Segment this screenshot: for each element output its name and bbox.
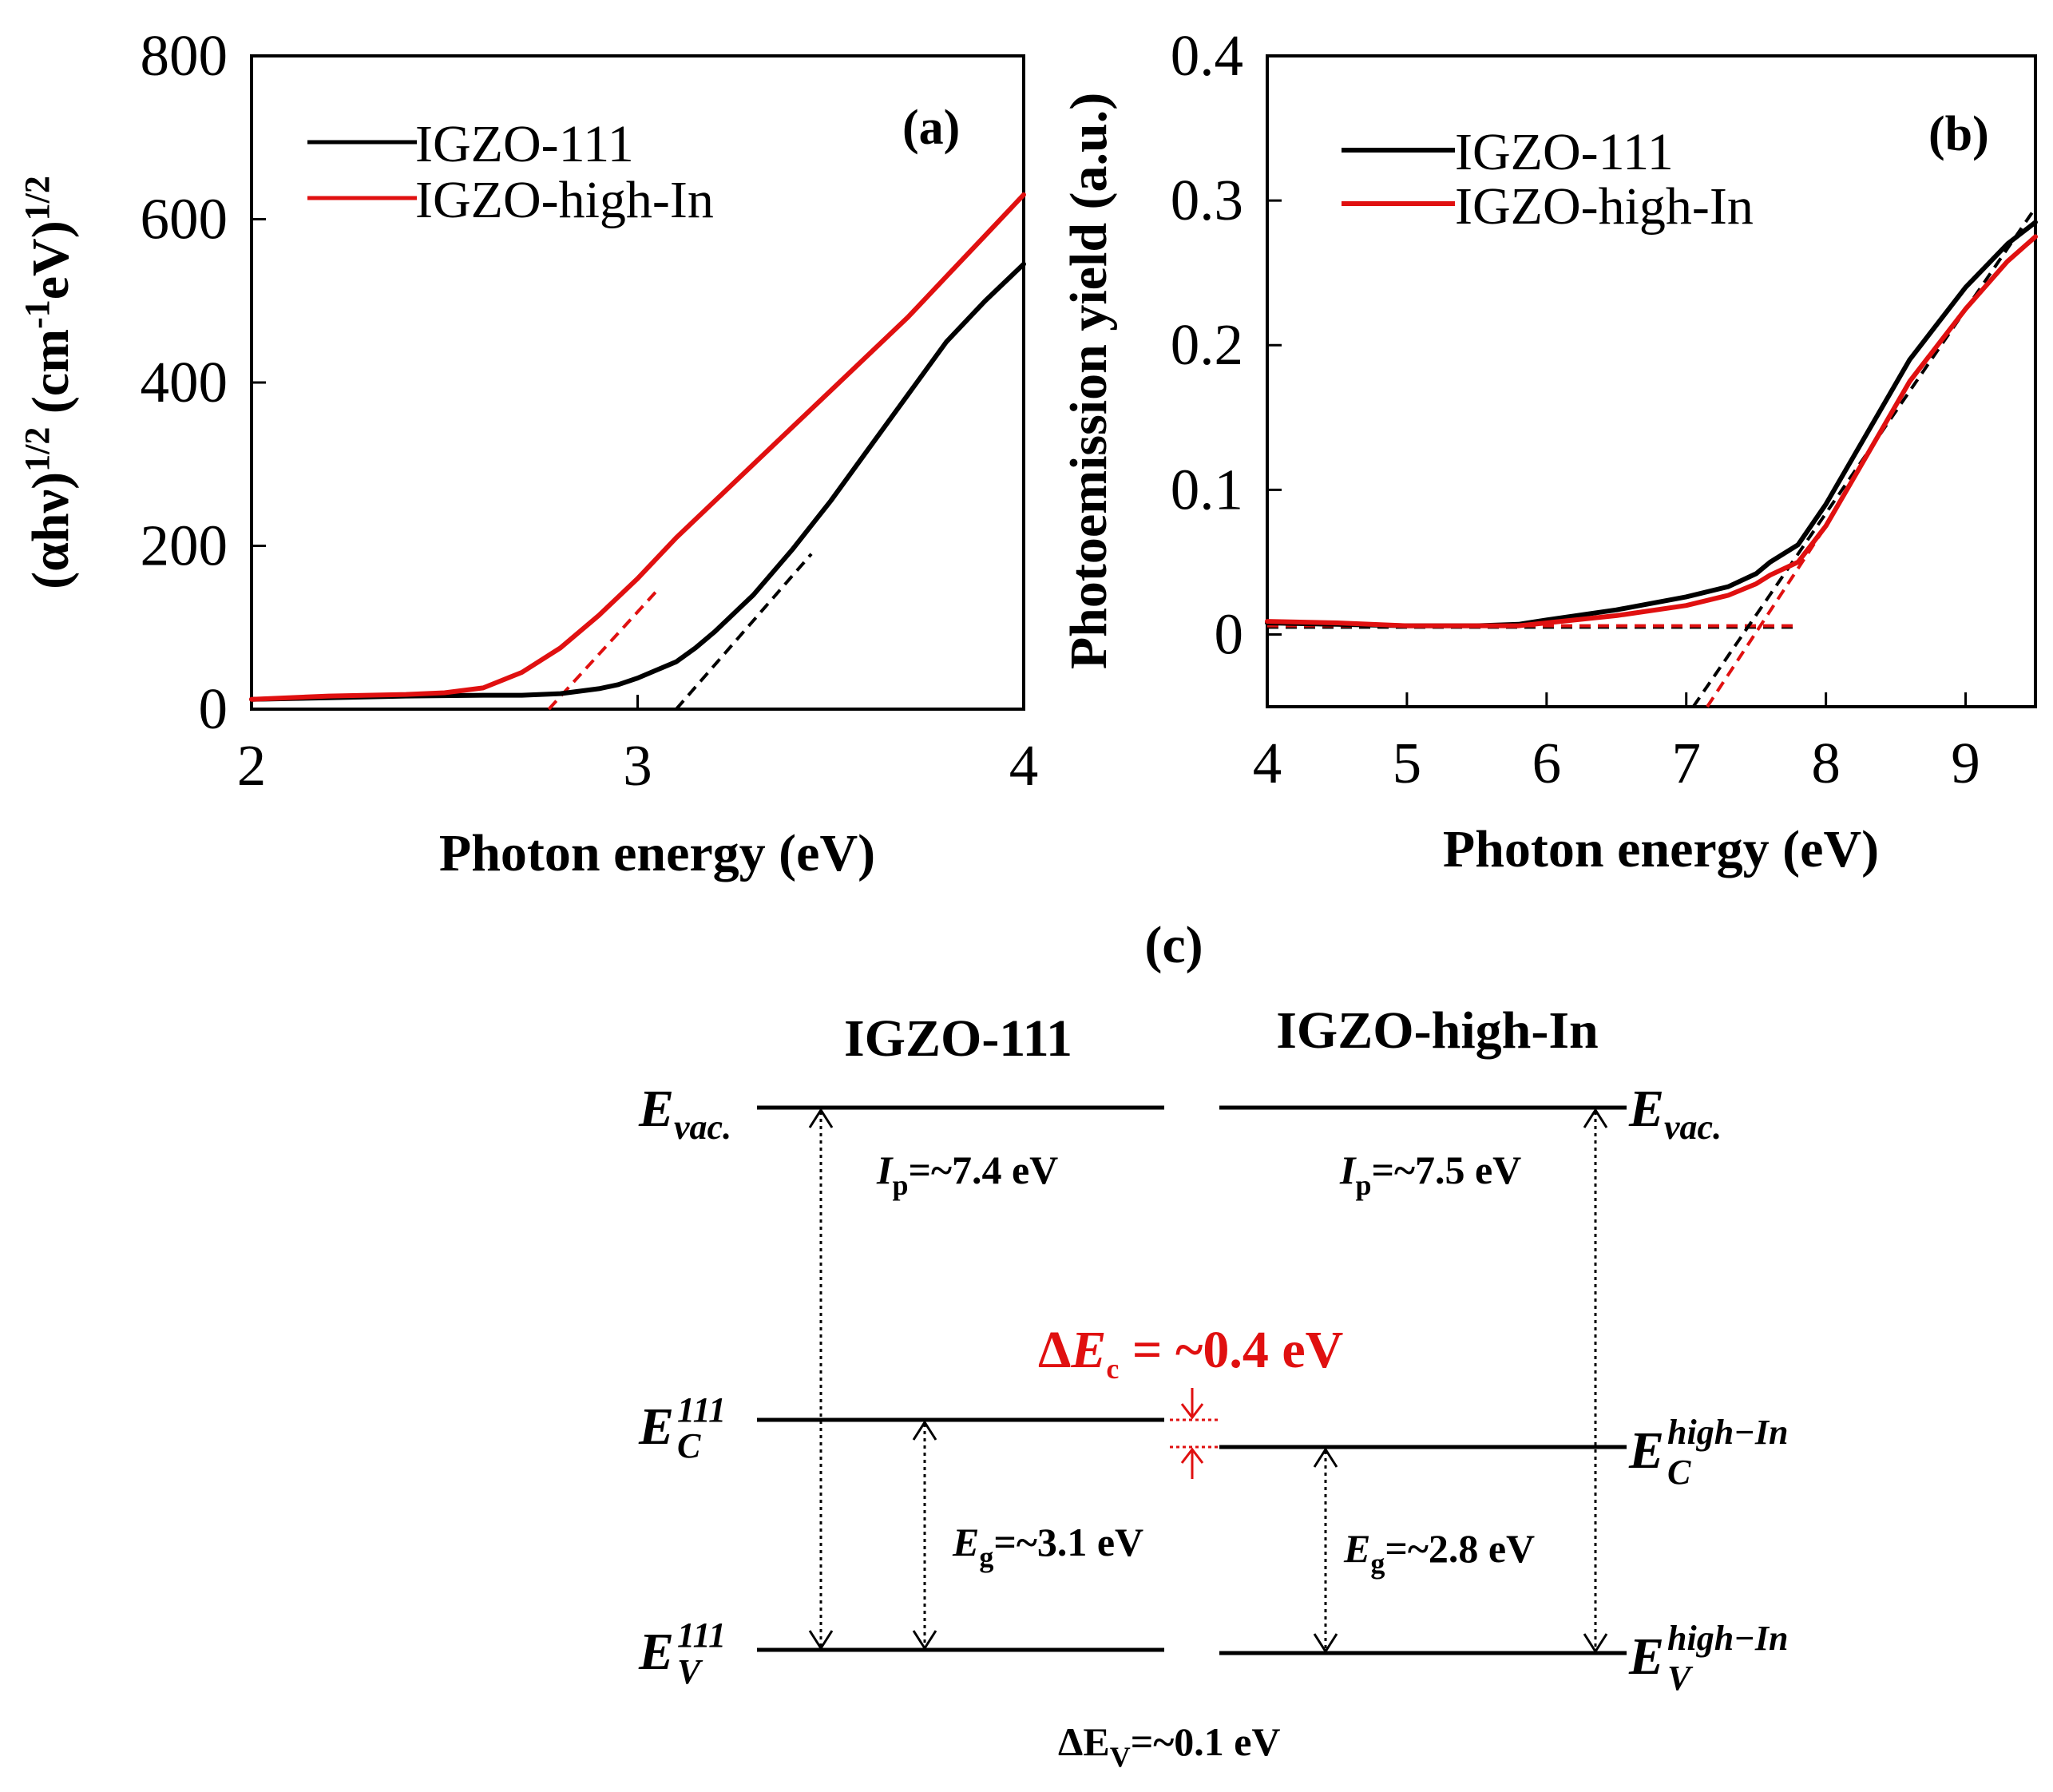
evac-left-label: Evac.	[638, 1080, 731, 1147]
chart-a-ylabel: (αhν)1/2 (cm-1eV)1/2	[18, 176, 80, 589]
chart-b-xtick-label: 6	[1532, 731, 1562, 795]
eg-left-text: Eg=~3.1 eV	[952, 1520, 1143, 1573]
chart-b-xtick-label: 9	[1951, 731, 1980, 795]
chart-a-series-igzo111	[249, 261, 1026, 702]
ec-left-label: E	[638, 1398, 674, 1456]
chart-b-ytick-label: 0.3	[1171, 168, 1243, 232]
ev-left-label: E	[638, 1623, 674, 1681]
diagram-panel-label: (c)	[1144, 916, 1203, 974]
chart-a-ytick-label: 400	[141, 350, 228, 414]
ev-right-sub: V	[1667, 1659, 1694, 1698]
delta-ec-text: ΔEc = ~0.4 eV	[1038, 1321, 1343, 1385]
chart-a-ytick-label: 600	[141, 187, 228, 252]
chart-a-series	[249, 192, 1026, 702]
delta-ev-text: ΔEV=~0.1 eV	[1058, 1719, 1281, 1773]
chart-b-xtick-label: 8	[1811, 731, 1841, 795]
chart-b-series-high-in	[1265, 234, 2038, 628]
eg-right-text: Eg=~2.8 eV	[1343, 1526, 1535, 1580]
ec-left-sub: C	[677, 1426, 701, 1465]
chart-a-ytick-label: 200	[141, 513, 228, 578]
chart-a-ticks: 2 3 4 0 200 400 600 800	[141, 23, 1039, 798]
chart-b-ylabel: Photoemission yield (a.u.)	[1060, 93, 1118, 669]
chart-b-fit-lines	[1267, 207, 2037, 708]
chart-b-xlabel: Photon energy (eV)	[1443, 820, 1879, 878]
ev-left-sup: 111	[677, 1616, 726, 1655]
chart-b-ytick-label: 0	[1215, 601, 1244, 666]
delta-ec-marker	[1170, 1388, 1218, 1479]
chart-b-series	[1265, 220, 2038, 628]
chart-b-ticks: 4 5 6 7 8 9 0 0.1 0.2 0.3 0.4	[1171, 23, 1980, 795]
ip-right-text: Ip=~7.5 eV	[1339, 1148, 1521, 1201]
chart-a-xlabel: Photon energy (eV)	[439, 824, 875, 882]
eg-left-arrow	[912, 1420, 937, 1651]
chart-b-fit-line	[1706, 525, 1828, 708]
chart-b-xtick-label: 7	[1671, 731, 1701, 795]
chart-a-fit-line	[547, 589, 659, 711]
chart-b-frame	[1266, 54, 2037, 708]
evac-right-label: Evac.	[1628, 1080, 1722, 1147]
chart-b-xtick-label: 5	[1393, 731, 1422, 795]
chart-a: 2 3 4 0 200 400 600 800 (a) IGZO-111 IGZO-high-…	[18, 23, 1038, 882]
chart-a-xtick-label: 4	[1009, 733, 1039, 798]
chart-a-xtick-label: 2	[237, 733, 267, 798]
chart-a-ytick-label: 800	[141, 23, 228, 88]
chart-a-xtick-label: 3	[623, 733, 652, 798]
chart-b-series-igzo111	[1265, 220, 2038, 628]
chart-a-fit-line	[675, 553, 813, 711]
eg-right-arrow	[1313, 1447, 1338, 1654]
chart-b-panel-label: (b)	[1928, 107, 1989, 161]
chart-a-series-high-in	[249, 192, 1026, 702]
chart-b-xtick-label: 4	[1253, 731, 1282, 795]
chart-b-legend-igzo111: IGZO-111	[1455, 123, 1674, 181]
ip-left-arrow	[808, 1108, 834, 1651]
band-diagram: (c) IGZO-111 IGZO-high-In	[638, 916, 1788, 1773]
chart-b-ytick-label: 0.1	[1171, 457, 1243, 521]
ip-right-arrow	[1583, 1108, 1608, 1654]
ec-left-sup: 111	[677, 1390, 726, 1429]
diagram-right-title: IGZO-high-In	[1276, 1001, 1598, 1060]
ec-right-sup: high−In	[1667, 1413, 1788, 1452]
chart-a-legend-igzo111: IGZO-111	[415, 115, 634, 173]
ip-left-text: Ip=~7.4 eV	[876, 1148, 1058, 1201]
chart-a-legend-high-in: IGZO-high-In	[415, 171, 714, 229]
ec-right-label: E	[1628, 1421, 1664, 1480]
chart-a-panel-label: (a)	[902, 101, 960, 155]
chart-b-ytick-label: 0.4	[1171, 23, 1243, 88]
chart-b-ytick-label: 0.2	[1171, 312, 1243, 377]
ev-right-label: E	[1628, 1627, 1664, 1686]
ev-left-sub: V	[677, 1652, 703, 1691]
chart-a-fit-lines	[547, 553, 813, 711]
chart-a-ytick-label: 0	[199, 676, 228, 741]
ec-right-sub: C	[1667, 1453, 1691, 1492]
diagram-left-title: IGZO-111	[844, 1009, 1072, 1068]
chart-b: 4 5 6 7 8 9 0 0.1 0.2 0.3 0.4 (b) IGZO-111 IGZO-hi…	[1060, 23, 2038, 878]
chart-b-legend-high-in: IGZO-high-In	[1455, 177, 1754, 236]
ev-right-sup: high−In	[1667, 1619, 1788, 1658]
